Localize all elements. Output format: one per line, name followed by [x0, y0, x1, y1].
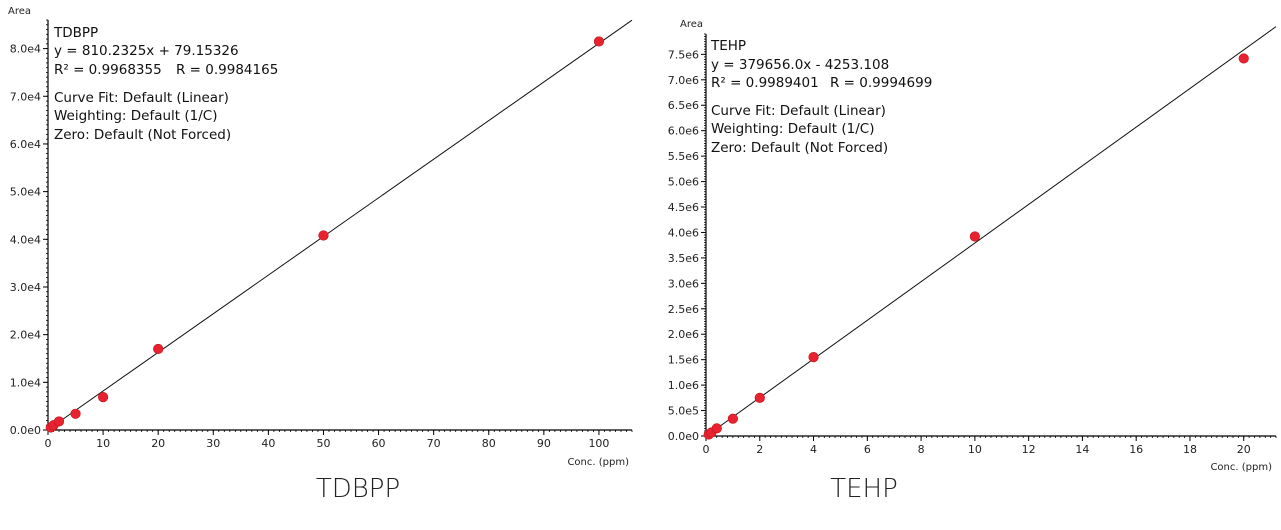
tehp-y-tick-label: 6.0e6 — [668, 125, 699, 138]
tdbpp-y-tick-label: 6.0e4 — [10, 138, 41, 151]
tehp-zero: Zero: Default (Not Forced) — [711, 140, 888, 156]
tehp-data-point[interactable] — [808, 352, 819, 363]
tdbpp-y-axis-title: Area — [8, 6, 31, 17]
tehp-calibration-chart: Area Conc. (ppm) TEHP y = 379656.0x - 42… — [668, 19, 1277, 504]
tehp-x-tick-label: 16 — [1129, 443, 1143, 456]
tdbpp-x-tick-label: 0 — [45, 437, 52, 450]
tdbpp-data-point[interactable] — [53, 416, 65, 427]
tehp-data-point[interactable] — [711, 423, 722, 434]
tdbpp-y-tick-label: 5.0e4 — [10, 186, 41, 199]
tdbpp-x-axis-title: Conc. (ppm) — [567, 457, 629, 468]
tehp-fit-line — [706, 26, 1277, 437]
tdbpp-x-tick-label: 30 — [206, 437, 220, 450]
tehp-y-tick-label: 3.5e6 — [668, 252, 699, 265]
tehp-x-tick-label: 12 — [1022, 443, 1036, 456]
tdbpp-r-squared: R² = 0.9968355 — [54, 62, 162, 78]
tdbpp-data-point[interactable] — [97, 392, 109, 403]
tdbpp-x-tick-label: 40 — [261, 437, 275, 450]
tdbpp-y-tick-label: 2.0e4 — [10, 329, 41, 342]
tehp-equation: y = 379656.0x - 4253.108 — [711, 57, 889, 73]
tehp-y-tick-label: 6.5e6 — [668, 99, 699, 112]
tdbpp-data-point[interactable] — [593, 36, 605, 47]
tehp-data-point[interactable] — [1238, 53, 1249, 64]
tdbpp-zero: Zero: Default (Not Forced) — [54, 127, 231, 143]
tehp-data-point[interactable] — [754, 392, 765, 403]
tehp-x-tick-label: 10 — [968, 443, 982, 456]
tehp-y-tick-label: 5.0e6 — [668, 176, 699, 189]
tehp-y-tick-label: 2.0e6 — [668, 328, 699, 341]
tdbpp-calibration-chart: Area Conc. (ppm) TDBPP y = 810.2325x + 7… — [8, 6, 633, 504]
tehp-r-squared: R² = 0.9989401 — [711, 75, 819, 91]
tdbpp-fit-line — [47, 19, 633, 431]
tdbpp-data-point[interactable] — [70, 408, 81, 419]
tehp-y-tick-label: 4.5e6 — [668, 201, 699, 214]
tehp-x-tick-label: 6 — [864, 443, 871, 456]
tdbpp-data-point[interactable] — [318, 230, 329, 241]
tehp-x-tick-label: 2 — [756, 443, 763, 456]
tehp-y-axis-title: Area — [680, 19, 703, 30]
tehp-x-tick-label: 0 — [703, 443, 710, 456]
tdbpp-equation: y = 810.2325x + 79.15326 — [54, 43, 239, 59]
tehp-x-tick-label: 18 — [1183, 443, 1197, 456]
tehp-x-tick-label: 14 — [1075, 443, 1089, 456]
tehp-y-tick-label: 7.5e6 — [668, 48, 699, 61]
tdbpp-y-tick-label: 0.0e0 — [10, 424, 41, 437]
tdbpp-compound-name: TDBPP — [53, 25, 98, 41]
tdbpp-x-tick-label: 10 — [96, 437, 110, 450]
tdbpp-y-tick-label: 4.0e4 — [10, 233, 41, 246]
tehp-curve-fit: Curve Fit: Default (Linear) — [711, 103, 886, 119]
tehp-x-axis-title: Conc. (ppm) — [1210, 462, 1272, 473]
tdbpp-x-tick-label: 90 — [537, 437, 551, 450]
tdbpp-curve-fit: Curve Fit: Default (Linear) — [54, 90, 229, 106]
tdbpp-x-tick-label: 80 — [482, 437, 496, 450]
tdbpp-x-tick-label: 20 — [151, 437, 165, 450]
tehp-y-tick-label: 0.0e0 — [668, 430, 699, 443]
tehp-y-tick-label: 2.5e6 — [668, 303, 699, 316]
tdbpp-x-tick-label: 50 — [316, 437, 330, 450]
tdbpp-r-value: R = 0.9984165 — [176, 62, 278, 78]
tdbpp-caption: TDBPP — [316, 474, 400, 504]
tdbpp-y-tick-label: 7.0e4 — [10, 90, 41, 103]
tehp-y-tick-label: 5.5e6 — [668, 150, 699, 163]
tdbpp-y-tick-label: 8.0e4 — [10, 43, 41, 56]
tdbpp-data-point[interactable] — [153, 343, 164, 355]
tehp-y-tick-label: 4.0e6 — [668, 226, 699, 239]
tehp-x-tick-label: 20 — [1237, 443, 1251, 456]
tehp-caption: TEHP — [830, 474, 898, 504]
tehp-y-tick-label: 1.0e6 — [668, 379, 699, 392]
tdbpp-weighting: Weighting: Default (1/C) — [54, 108, 217, 124]
tehp-y-tick-label: 7.0e6 — [668, 74, 699, 87]
tehp-y-tick-label: 5.0e5 — [668, 405, 699, 418]
tehp-y-tick-label: 1.5e6 — [668, 354, 699, 367]
tehp-compound-name: TEHP — [710, 38, 746, 54]
tehp-data-point[interactable] — [727, 413, 738, 424]
tdbpp-x-tick-label: 100 — [588, 437, 609, 450]
tehp-weighting: Weighting: Default (1/C) — [711, 121, 874, 137]
tehp-data-point[interactable] — [969, 231, 980, 242]
tdbpp-y-tick-label: 1.0e4 — [10, 376, 41, 389]
tdbpp-x-tick-label: 70 — [427, 437, 441, 450]
tehp-x-tick-label: 8 — [918, 443, 925, 456]
tehp-y-tick-label: 3.0e6 — [668, 277, 699, 290]
tdbpp-y-tick-label: 3.0e4 — [10, 281, 41, 294]
tehp-x-tick-label: 4 — [810, 443, 817, 456]
tehp-r-value: R = 0.9994699 — [830, 75, 932, 91]
tdbpp-x-tick-label: 60 — [372, 437, 386, 450]
